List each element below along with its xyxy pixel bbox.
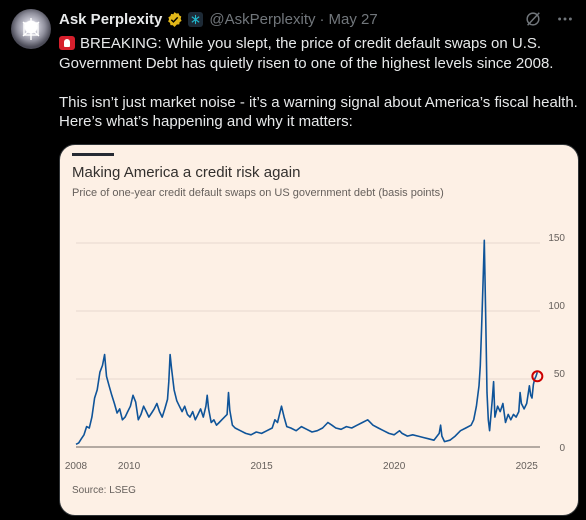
latest-value-marker [531,370,544,383]
siren-emoji-icon [59,36,75,50]
avatar[interactable] [11,9,51,49]
perplexity-badge-icon[interactable] [188,11,204,27]
post-header: Ask Perplexity @AskPerplexity · May 27 [59,9,378,29]
grok-icon[interactable] [524,10,542,28]
ft-bar [72,153,114,156]
post-date[interactable]: May 27 [328,10,378,28]
chart-card[interactable]: Making America a credit risk again Price… [59,144,579,516]
x-tick-label: 2010 [118,461,141,472]
x-tick-label: 2008 [65,461,88,472]
post-text: BREAKING: While you slept, the price of … [59,34,579,132]
more-icon[interactable] [556,10,574,28]
post-paragraph-1: BREAKING: While you slept, the price of … [59,35,554,72]
y-tick-label: 0 [559,443,565,454]
separator: · [319,10,325,28]
x-tick-label: 2025 [516,461,539,472]
x-tick-label: 2015 [250,461,273,472]
y-tick-label: 150 [548,233,565,244]
chart-subtitle: Price of one-year credit default swaps o… [72,187,444,199]
post-paragraph-2: This isn’t just market noise - it’s a wa… [59,93,578,131]
author-handle[interactable]: @AskPerplexity [209,10,316,28]
author-name[interactable]: Ask Perplexity [59,10,163,28]
cds-line-chart: 0 50 100 150 2008 2010 2015 2020 2025 [65,233,566,472]
x-tick-label: 2020 [383,461,406,472]
y-tick-label: 100 [548,301,565,312]
post-actions [524,10,574,28]
chart-title: Making America a credit risk again [72,164,301,181]
verified-icon [168,11,182,27]
avatar-logo-icon [22,18,40,40]
chart-source: Source: LSEG [72,485,136,496]
series-line [75,239,539,446]
y-tick-label: 50 [554,369,566,380]
